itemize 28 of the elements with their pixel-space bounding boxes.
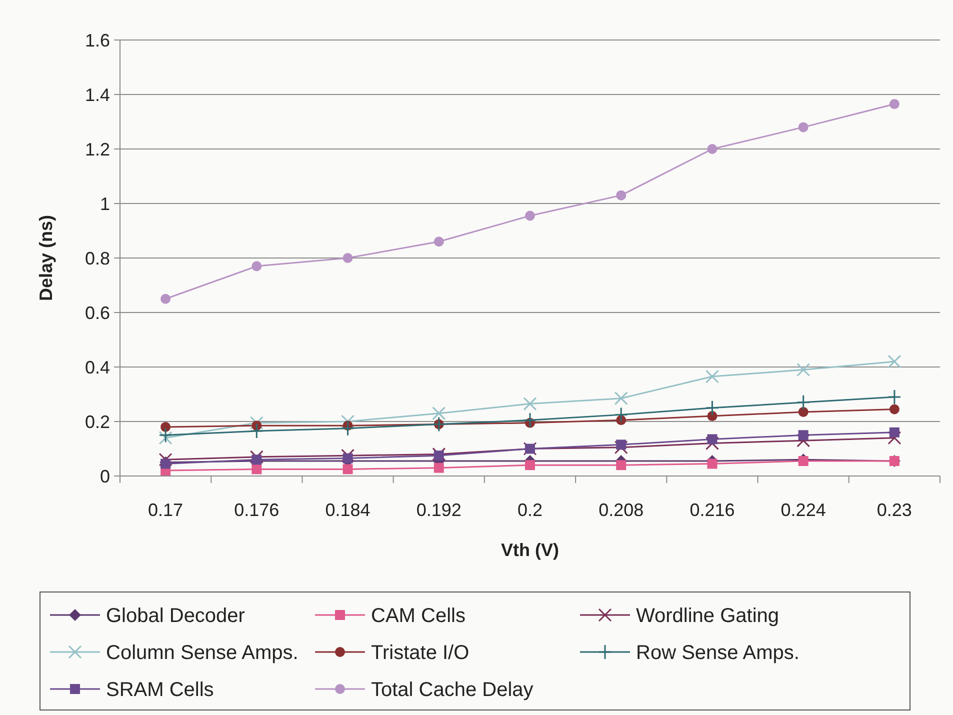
legend-label: SRAM Cells [106,679,214,701]
x-tick-label: 0.192 [416,500,462,520]
x-tick-label: 0.176 [234,500,280,520]
legend-label: Total Cache Delay [371,679,534,701]
y-tick-label: 0 [100,466,110,486]
legend-label: Global Decoder [106,605,246,627]
x-tick-label: 0.2 [517,500,543,520]
x-tick-label: 0.23 [876,500,912,520]
x-axis-title: Vth (V) [501,540,559,560]
y-tick-label: 1.6 [84,30,110,50]
y-tick-label: 0.2 [84,412,110,432]
y-axis-title: Delay (ns) [36,214,56,302]
x-tick-label: 0.184 [325,500,370,520]
x-tick-label: 0.208 [598,500,644,520]
x-tick-label: 0.224 [780,500,826,520]
legend-label: Row Sense Amps. [636,642,800,664]
x-tick-label: 0.17 [148,500,184,520]
y-tick-label: 0.6 [84,302,110,323]
y-tick-label: 1.4 [84,84,110,105]
y-tick-label: 0.4 [84,357,110,378]
legend-label: Wordline Gating [636,605,780,627]
y-tick-label: 0.8 [84,248,110,268]
legend-label: CAM Cells [371,605,466,627]
legend-label: Tristate I/O [371,642,470,664]
y-tick-label: 1 [100,194,110,214]
y-tick-label: 1.2 [84,139,110,160]
legend-label: Column Sense Amps. [106,642,298,664]
x-tick-label: 0.216 [690,500,735,520]
